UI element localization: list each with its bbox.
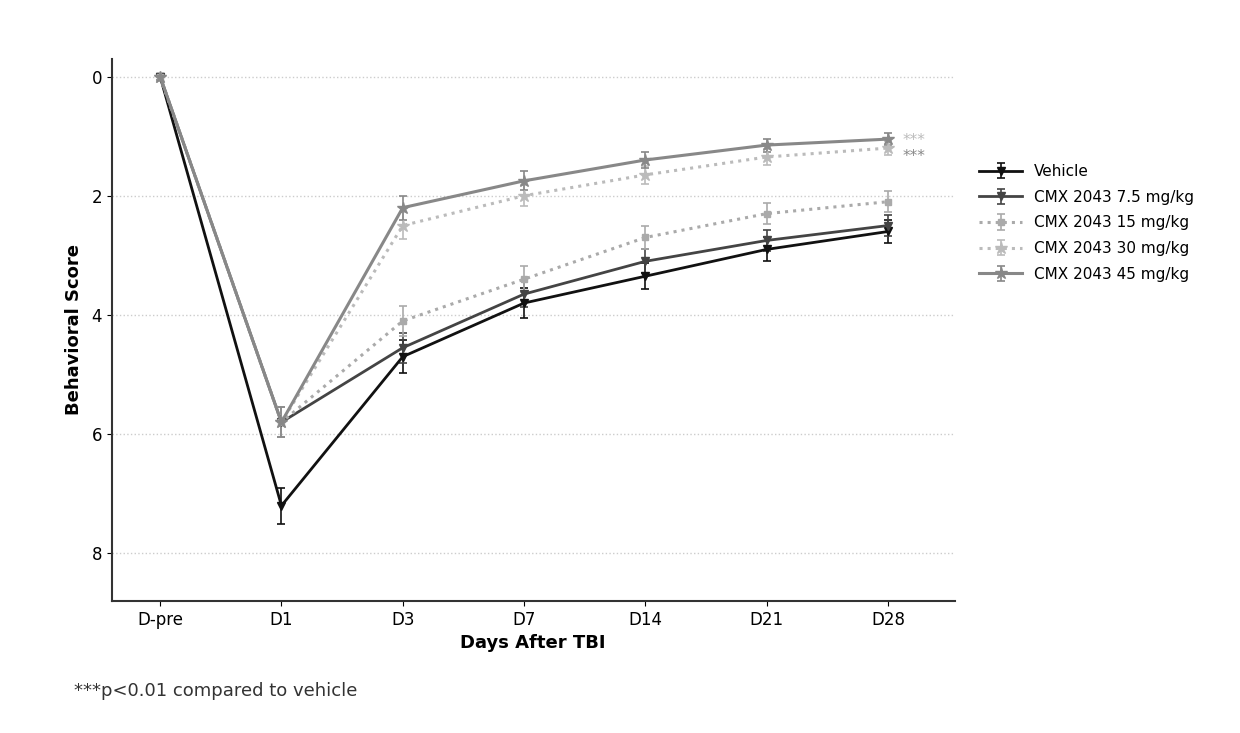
Text: ***p<0.01 compared to vehicle: ***p<0.01 compared to vehicle: [74, 682, 358, 700]
Text: ***: ***: [903, 150, 925, 164]
X-axis label: Days After TBI: Days After TBI: [460, 634, 606, 652]
Legend: Vehicle, CMX 2043 7.5 mg/kg, CMX 2043 15 mg/kg, CMX 2043 30 mg/kg, CMX 2043 45 m: Vehicle, CMX 2043 7.5 mg/kg, CMX 2043 15…: [980, 164, 1194, 281]
Y-axis label: Behavioral Score: Behavioral Score: [64, 244, 83, 416]
Text: ***: ***: [903, 133, 925, 148]
